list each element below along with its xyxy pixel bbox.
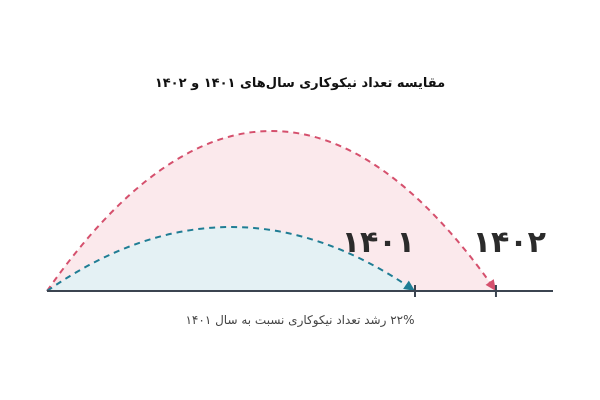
arcs — [46, 130, 497, 292]
arc-line — [46, 130, 497, 292]
category-label: ۱۴۰۲ — [473, 225, 546, 260]
marks: ۱۴۰۱ ۱۴۰۲ — [342, 225, 546, 297]
arrow-head — [485, 279, 496, 291]
caption: ۲۲% رشد تعداد نیکوکاری نسبت به سال ۱۴۰۱ — [185, 313, 414, 328]
arrow-head — [403, 280, 415, 291]
chart-title: مقایسه تعداد نیکوکاری سال‌های ۱۴۰۱ و ۱۴۰… — [155, 76, 445, 91]
category-label: ۱۴۰۱ — [342, 225, 415, 260]
arc-line — [46, 226, 416, 292]
